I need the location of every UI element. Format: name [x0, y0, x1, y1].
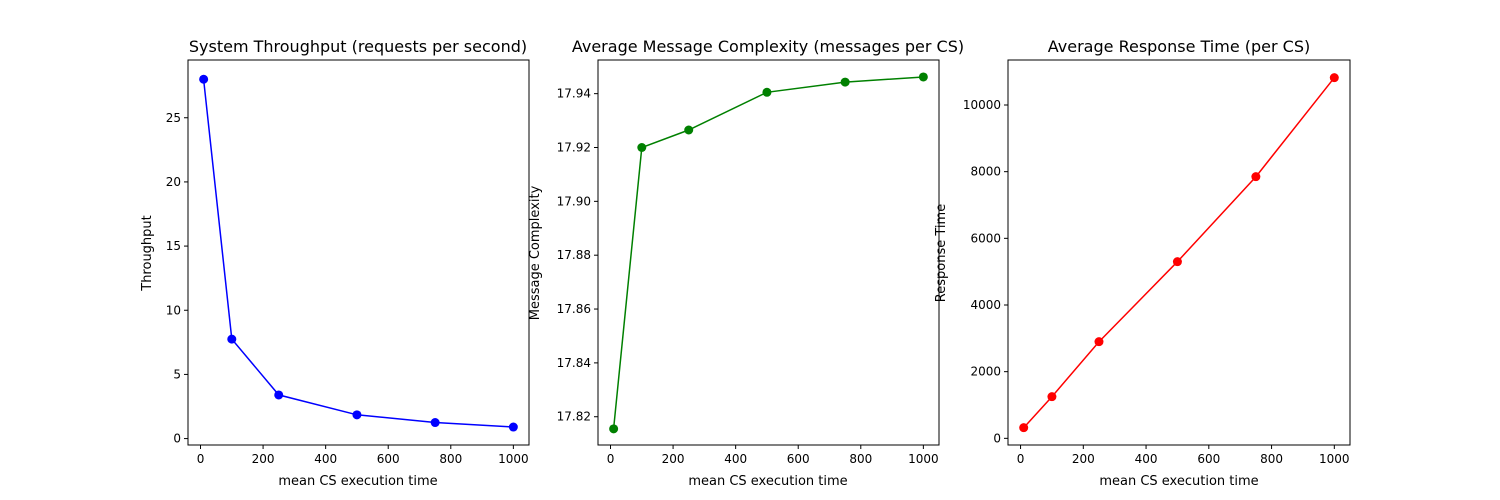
- subplot-message-complexity: Average Message Complexity (messages per…: [528, 37, 964, 489]
- x-tick-label: 0: [607, 452, 615, 466]
- y-axis-label: Message Complexity: [528, 185, 543, 320]
- y-tick-label: 6000: [970, 231, 1001, 245]
- y-axis-label: Throughput: [140, 215, 155, 292]
- y-tick-label: 17.92: [557, 141, 591, 155]
- x-tick-label: 600: [1197, 452, 1220, 466]
- x-tick-label: 1000: [498, 452, 529, 466]
- x-tick-label: 200: [662, 452, 685, 466]
- y-tick-label: 10: [166, 303, 181, 317]
- y-tick-label: 17.90: [557, 194, 591, 208]
- chart-title: Average Response Time (per CS): [1048, 37, 1310, 56]
- y-tick-label: 0: [173, 432, 181, 446]
- data-point: [840, 77, 850, 87]
- subplot-response-time: Average Response Time (per CS) mean CS e…: [934, 37, 1351, 489]
- x-tick-label: 200: [252, 452, 275, 466]
- data-point: [274, 390, 284, 400]
- data-point: [684, 125, 694, 135]
- y-tick-label: 0: [993, 431, 1001, 445]
- data-point: [1172, 257, 1182, 267]
- y-tick-label: 17.82: [557, 410, 591, 424]
- data-point: [1019, 423, 1029, 433]
- series-line: [1023, 77, 1335, 429]
- data-point: [1047, 392, 1057, 402]
- data-point: [1251, 172, 1261, 182]
- x-tick-label: 400: [1135, 452, 1158, 466]
- x-tick-label: 0: [197, 452, 205, 466]
- x-tick-label: 600: [377, 452, 400, 466]
- plot-area-frame: [1007, 59, 1351, 446]
- data-point: [199, 74, 209, 84]
- y-tick-label: 15: [166, 239, 181, 253]
- x-tick-label: 400: [314, 452, 337, 466]
- x-tick-label: 1000: [908, 452, 939, 466]
- plot-area-frame: [187, 59, 530, 446]
- y-tick-label: 25: [166, 111, 181, 125]
- x-tick-label: 800: [439, 452, 462, 466]
- x-tick-label: 800: [1260, 452, 1283, 466]
- y-tick-label: 10000: [963, 98, 1001, 112]
- y-tick-label: 2000: [970, 365, 1001, 379]
- data-point: [918, 72, 928, 82]
- x-tick-label: 800: [849, 452, 872, 466]
- chart-title: System Throughput (requests per second): [189, 37, 527, 56]
- x-axis-label: mean CS execution time: [688, 474, 847, 489]
- x-tick-label: 600: [787, 452, 810, 466]
- x-tick-label: 1000: [1319, 452, 1350, 466]
- data-point: [762, 87, 772, 97]
- series-line: [202, 79, 514, 428]
- y-tick-label: 4000: [970, 298, 1001, 312]
- y-tick-label: 8000: [970, 165, 1001, 179]
- y-tick-label: 17.84: [557, 356, 591, 370]
- y-tick-label: 17.94: [557, 87, 591, 101]
- data-point: [637, 143, 647, 152]
- data-point: [1094, 337, 1104, 347]
- y-axis-label: Response Time: [934, 204, 949, 302]
- data-point: [609, 424, 619, 434]
- data-point: [508, 422, 518, 432]
- chart-title: Average Message Complexity (messages per…: [572, 37, 964, 56]
- data-point: [1329, 73, 1339, 83]
- series-line: [612, 76, 924, 429]
- subplot-throughput: System Throughput (requests per second) …: [140, 37, 530, 489]
- y-tick-label: 20: [166, 175, 181, 189]
- data-point: [227, 334, 237, 344]
- y-tick-label: 17.88: [557, 248, 591, 262]
- x-tick-label: 200: [1072, 452, 1095, 466]
- data-point: [430, 418, 440, 428]
- plot-area-frame: [597, 59, 940, 446]
- x-axis-label: mean CS execution time: [278, 474, 437, 489]
- x-axis-label: mean CS execution time: [1099, 474, 1258, 489]
- x-tick-label: 0: [1017, 452, 1025, 466]
- y-tick-label: 5: [173, 367, 181, 381]
- x-tick-label: 400: [724, 452, 747, 466]
- y-tick-label: 17.86: [557, 302, 591, 316]
- data-point: [352, 410, 362, 420]
